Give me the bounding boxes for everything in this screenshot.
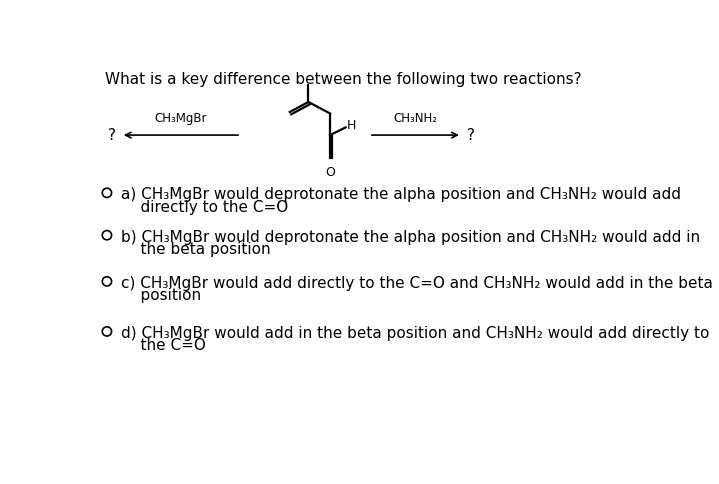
Text: directly to the C=O: directly to the C=O bbox=[121, 200, 288, 215]
Text: ?: ? bbox=[467, 128, 475, 143]
Text: O: O bbox=[325, 166, 335, 179]
Text: CH₃NH₂: CH₃NH₂ bbox=[393, 112, 437, 125]
Text: the beta position: the beta position bbox=[121, 242, 270, 257]
Text: c) CH₃MgBr would add directly to the C=O and CH₃NH₂ would add in the beta: c) CH₃MgBr would add directly to the C=O… bbox=[121, 276, 713, 291]
Text: the C=O: the C=O bbox=[121, 338, 206, 353]
Text: b) CH₃MgBr would deprotonate the alpha position and CH₃NH₂ would add in: b) CH₃MgBr would deprotonate the alpha p… bbox=[121, 230, 700, 245]
Text: position: position bbox=[121, 288, 201, 303]
Text: H: H bbox=[347, 120, 357, 132]
Text: CH₃MgBr: CH₃MgBr bbox=[155, 112, 207, 125]
Text: What is a key difference between the following two reactions?: What is a key difference between the fol… bbox=[106, 72, 582, 87]
Text: a) CH₃MgBr would deprotonate the alpha position and CH₃NH₂ would add: a) CH₃MgBr would deprotonate the alpha p… bbox=[121, 187, 681, 202]
Text: d) CH₃MgBr would add in the beta position and CH₃NH₂ would add directly to: d) CH₃MgBr would add in the beta positio… bbox=[121, 326, 709, 341]
Text: ?: ? bbox=[109, 128, 116, 143]
